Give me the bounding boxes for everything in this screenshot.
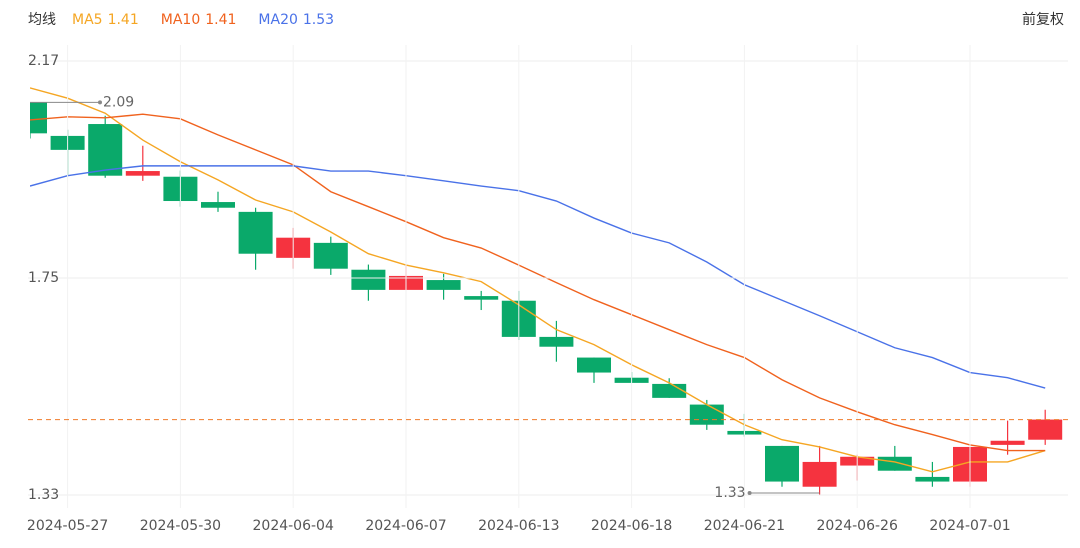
ma-line bbox=[30, 87, 1046, 473]
x-tick-label: 2024-06-04 bbox=[253, 518, 334, 534]
x-tick-label: 2024-06-13 bbox=[478, 518, 559, 534]
candle-body bbox=[689, 404, 724, 425]
legend-value: 1.41 bbox=[205, 12, 236, 28]
candle-body bbox=[577, 357, 611, 373]
candle-body bbox=[539, 336, 574, 347]
legend-name: MA5 bbox=[72, 12, 103, 28]
y-tick-label: 1.75 bbox=[28, 270, 59, 286]
candle-body bbox=[802, 461, 837, 487]
candle-body bbox=[313, 242, 348, 269]
candle-body bbox=[426, 280, 461, 290]
x-tick-label: 2024-07-01 bbox=[929, 518, 1010, 534]
x-tick-label: 2024-05-27 bbox=[27, 518, 108, 534]
plot bbox=[30, 87, 1063, 495]
candle-body bbox=[464, 296, 499, 300]
candle-body bbox=[990, 440, 1025, 445]
candle-body bbox=[765, 445, 799, 482]
candle-body bbox=[1028, 419, 1063, 440]
x-tick-label: 2024-06-18 bbox=[591, 518, 672, 534]
candle-body bbox=[351, 269, 386, 290]
max-dot bbox=[98, 100, 102, 105]
legend-name: MA20 bbox=[258, 12, 297, 28]
candle-body bbox=[88, 124, 123, 176]
ma-line bbox=[30, 113, 1046, 452]
x-tick-label: 2024-06-21 bbox=[704, 518, 785, 534]
legend-value: 1.53 bbox=[303, 12, 334, 28]
x-tick-label: 2024-06-07 bbox=[365, 518, 446, 534]
max-label: 2.09 bbox=[103, 94, 134, 110]
ma-line bbox=[30, 165, 1046, 389]
candle-body bbox=[125, 171, 160, 176]
y-tick-label: 1.33 bbox=[28, 487, 59, 503]
legend-name: MA10 bbox=[161, 12, 200, 28]
y-tick-label: 2.17 bbox=[28, 53, 59, 69]
adjust-label[interactable]: 前复权 bbox=[1022, 11, 1064, 28]
candle-body bbox=[915, 476, 950, 482]
candle-body bbox=[30, 102, 47, 134]
x-tick-label: 2024-05-30 bbox=[140, 518, 221, 534]
min-label: 1.33 bbox=[714, 485, 745, 501]
legend-value: 1.41 bbox=[108, 12, 139, 28]
min-dot bbox=[747, 491, 752, 495]
candle-body bbox=[652, 383, 687, 398]
x-tick-label: 2024-06-26 bbox=[817, 518, 898, 534]
candle-body bbox=[238, 211, 273, 254]
ma-title: 均线 bbox=[28, 12, 56, 28]
candle-body bbox=[877, 456, 912, 471]
candle-body bbox=[201, 202, 235, 208]
